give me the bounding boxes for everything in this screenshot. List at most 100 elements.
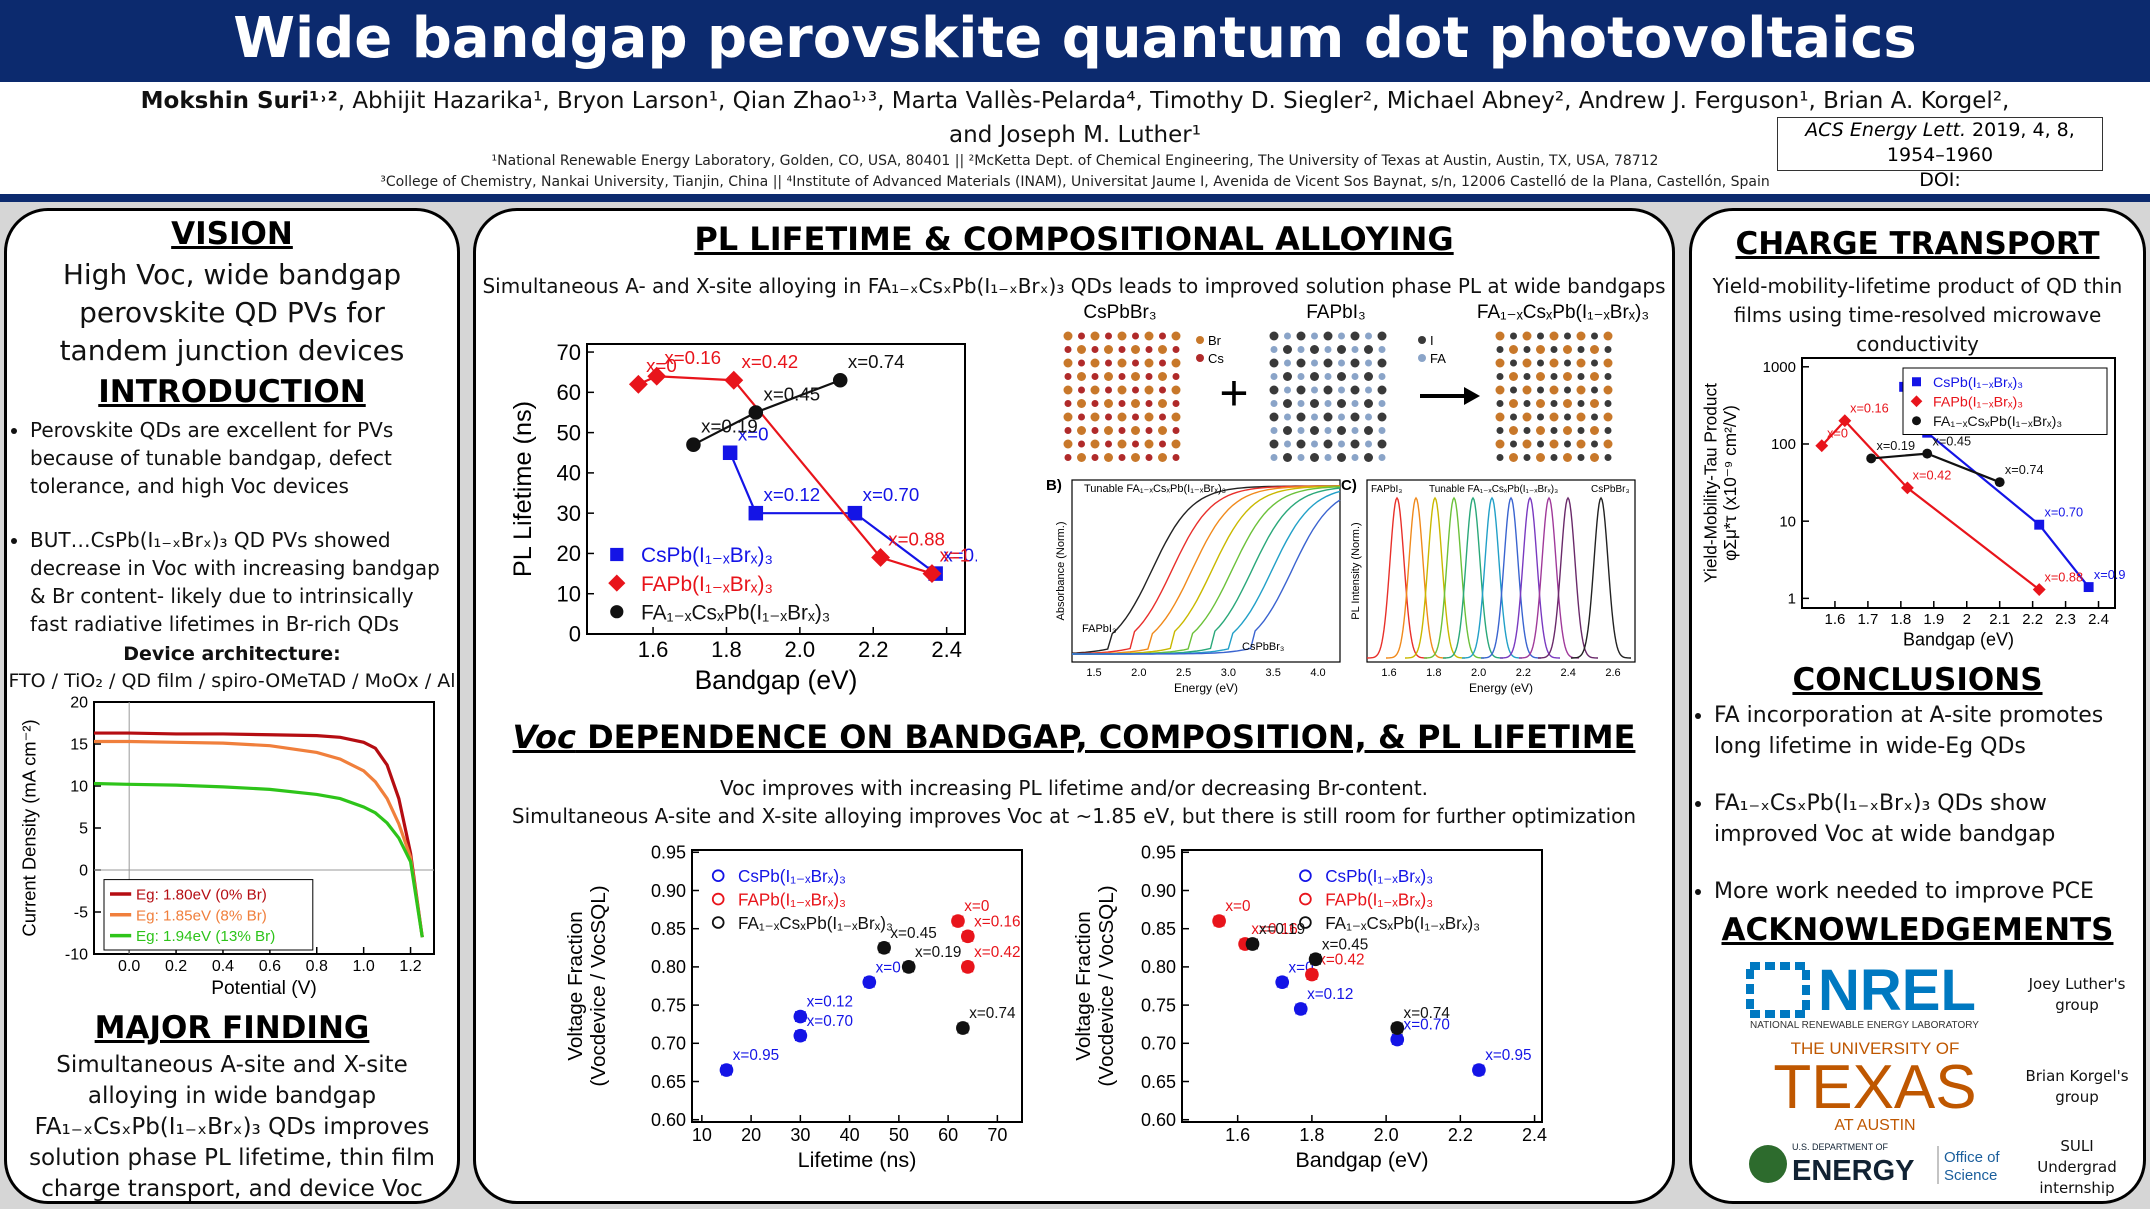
point-label: x=0.45 [1322, 936, 1368, 953]
atom [1496, 346, 1504, 353]
atom [1078, 413, 1085, 421]
y-axis-label: PL Lifetime (ns) [509, 401, 537, 577]
point-label: x=0.88 [2044, 569, 2083, 584]
separator [0, 194, 2150, 202]
atom [1378, 373, 1386, 380]
atom [1365, 332, 1372, 340]
marker [962, 930, 974, 942]
x-tick-label: 20 [741, 1125, 761, 1145]
legend-box [1902, 367, 2108, 435]
series [94, 739, 424, 938]
atom [1564, 386, 1571, 394]
atom [1117, 412, 1127, 422]
y-tick-label: 15 [70, 737, 88, 754]
atom [1297, 346, 1305, 353]
atom [1064, 346, 1072, 353]
annotation: CsPbBr₃ [1242, 641, 1284, 653]
atom [1144, 439, 1154, 449]
x-tick-label: 2.2 [1448, 1125, 1473, 1145]
atom [1171, 385, 1181, 395]
series [93, 781, 424, 938]
series-line [94, 739, 424, 938]
atom [1323, 331, 1333, 341]
x-tick-label: 2.0 [785, 637, 816, 662]
marker [1866, 453, 1877, 464]
y-tick-label: 20 [557, 541, 581, 566]
marker [1239, 938, 1251, 950]
x-tick-label: 1.6 [1825, 611, 1846, 628]
atom [1495, 331, 1505, 341]
marker [794, 1011, 806, 1022]
tick-label: 4.0 [1310, 667, 1325, 679]
atom [1145, 427, 1153, 434]
atom [1063, 331, 1073, 341]
atom [1117, 358, 1127, 368]
y-axis-label: (Vocdevice / VocSQL) [587, 885, 610, 1086]
point-label: x=0.42 [1318, 952, 1364, 969]
annotation: CsPbBr₃ [1591, 484, 1630, 495]
middle-panel [473, 208, 1675, 1204]
atom [1284, 359, 1291, 367]
atom [1522, 439, 1532, 449]
marker [2032, 583, 2046, 596]
atom [1063, 385, 1073, 395]
atom [1158, 372, 1167, 381]
y-tick-label: 10 [70, 779, 88, 796]
atom [1510, 440, 1517, 448]
atom [1269, 439, 1279, 449]
legend: CsPb(I₁₋ₓBrₓ)₃ FAPb(I₁₋ₓBrₓ)₃ FA₁₋ₓCsₓPb(I… [711, 867, 893, 933]
annotation: Tunable FA₁₋ₓCsₓPb(I₁₋ₓBrₓ)₃ [1429, 484, 1558, 495]
atom [1311, 386, 1318, 394]
atom [1132, 386, 1139, 394]
marker [2034, 519, 2045, 530]
point-label: x=0.70 [863, 484, 920, 505]
x-tick-label: 50 [889, 1125, 909, 1145]
y-tick-label: 0.95 [1141, 843, 1176, 863]
tick-label: 2.0 [1471, 667, 1486, 679]
spectrum-curve [1405, 496, 1465, 659]
atom [1145, 400, 1153, 407]
spectrum-curve [1519, 496, 1579, 659]
y-tick-label: 20 [70, 695, 88, 712]
marker [711, 892, 725, 906]
atom [1590, 453, 1599, 462]
spectrum-frame [1366, 479, 1636, 663]
atom [1159, 386, 1166, 394]
atom [1576, 385, 1586, 395]
spectrum-curve [1424, 496, 1484, 659]
atom [1536, 345, 1545, 354]
marker [1306, 969, 1318, 980]
bullet: BUT…CsPb(I₁₋ₓBrₓ)₃ QD PVs showed decreas… [30, 526, 452, 638]
atom [1117, 331, 1127, 341]
y-label: Absorbance (Norm.) [1055, 521, 1067, 620]
annotation: FAPbI₃ [1082, 623, 1116, 635]
atom [1510, 332, 1517, 340]
atom [1269, 385, 1279, 395]
atom [1576, 331, 1586, 341]
atom [1576, 358, 1586, 368]
author: Andrew J. Ferguson¹ [1578, 88, 1809, 114]
x-tick-label: 0.0 [118, 958, 140, 975]
y-tick-label: 40 [557, 461, 581, 486]
atom [1378, 454, 1386, 461]
x-tick-label: 1.8 [1299, 1125, 1324, 1145]
marker [1247, 938, 1258, 950]
atom [1549, 331, 1559, 341]
x-tick-label: 40 [840, 1125, 860, 1145]
atom [1523, 400, 1531, 407]
atom [1350, 412, 1360, 422]
legend-label: Br [1208, 333, 1222, 348]
panel-label: B) [1046, 477, 1062, 494]
y-tick-label: 0.75 [1141, 995, 1176, 1015]
legend-label: CsPb(I₁₋ₓBrₓ)₃ [738, 867, 846, 886]
x-tick-label: 1.7 [1857, 611, 1878, 628]
marker [1912, 377, 1921, 387]
atom [1510, 413, 1517, 421]
nrel-icon [1746, 962, 1810, 1018]
atom [1105, 440, 1112, 448]
atom [1523, 373, 1531, 380]
y-tick-label: 10 [557, 581, 581, 606]
doe-office: Office of [1944, 1149, 2000, 1166]
atom [1604, 454, 1612, 461]
atom [1324, 373, 1332, 380]
